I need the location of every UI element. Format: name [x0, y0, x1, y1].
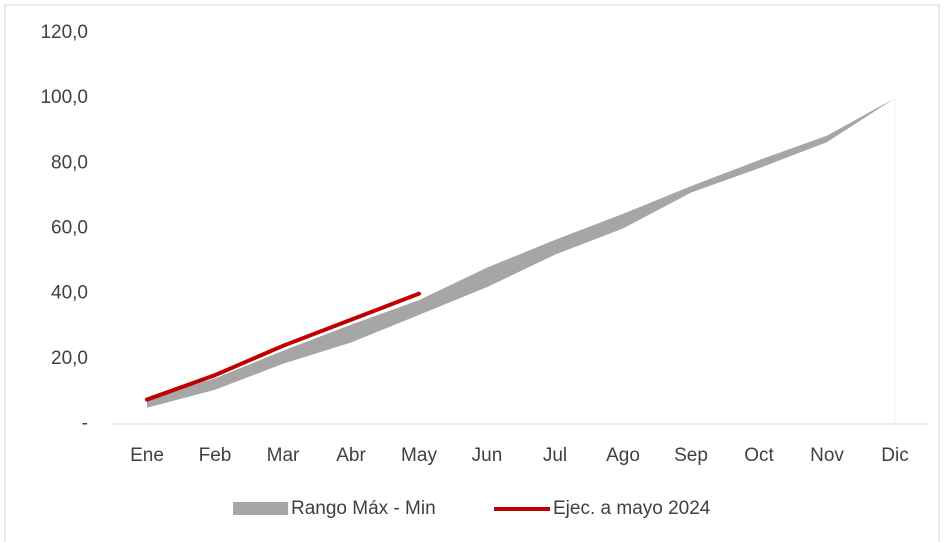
x-tick-label: Abr — [336, 445, 366, 466]
x-tick-label: Mar — [267, 445, 300, 466]
x-tick-label: Feb — [199, 445, 232, 466]
legend-label: Rango Máx - Min — [291, 498, 436, 519]
x-tick-label: Dic — [881, 445, 908, 466]
x-tick-label: Ene — [130, 445, 164, 466]
y-tick-label: 120,0 — [40, 22, 88, 43]
x-tick-label: Ago — [606, 445, 640, 466]
y-tick-label: 100,0 — [40, 87, 88, 108]
legend-swatch — [233, 502, 288, 515]
y-tick-label: 20,0 — [51, 348, 88, 369]
x-tick-label: Nov — [810, 445, 844, 466]
y-tick-label: 40,0 — [51, 283, 88, 304]
y-tick-label: - — [82, 413, 88, 434]
series-line — [145, 291, 421, 402]
range-band — [147, 98, 895, 408]
x-tick-label: Jun — [472, 445, 503, 466]
legend-label: Ejec. a mayo 2024 — [553, 498, 711, 519]
chart-frame — [4, 4, 940, 542]
y-tick-label: 60,0 — [51, 218, 88, 239]
x-tick-label: Sep — [674, 445, 708, 466]
y-tick-label: 80,0 — [51, 152, 88, 173]
x-tick-label: Oct — [744, 445, 774, 466]
x-tick-label: May — [401, 445, 437, 466]
x-tick-label: Jul — [543, 445, 567, 466]
